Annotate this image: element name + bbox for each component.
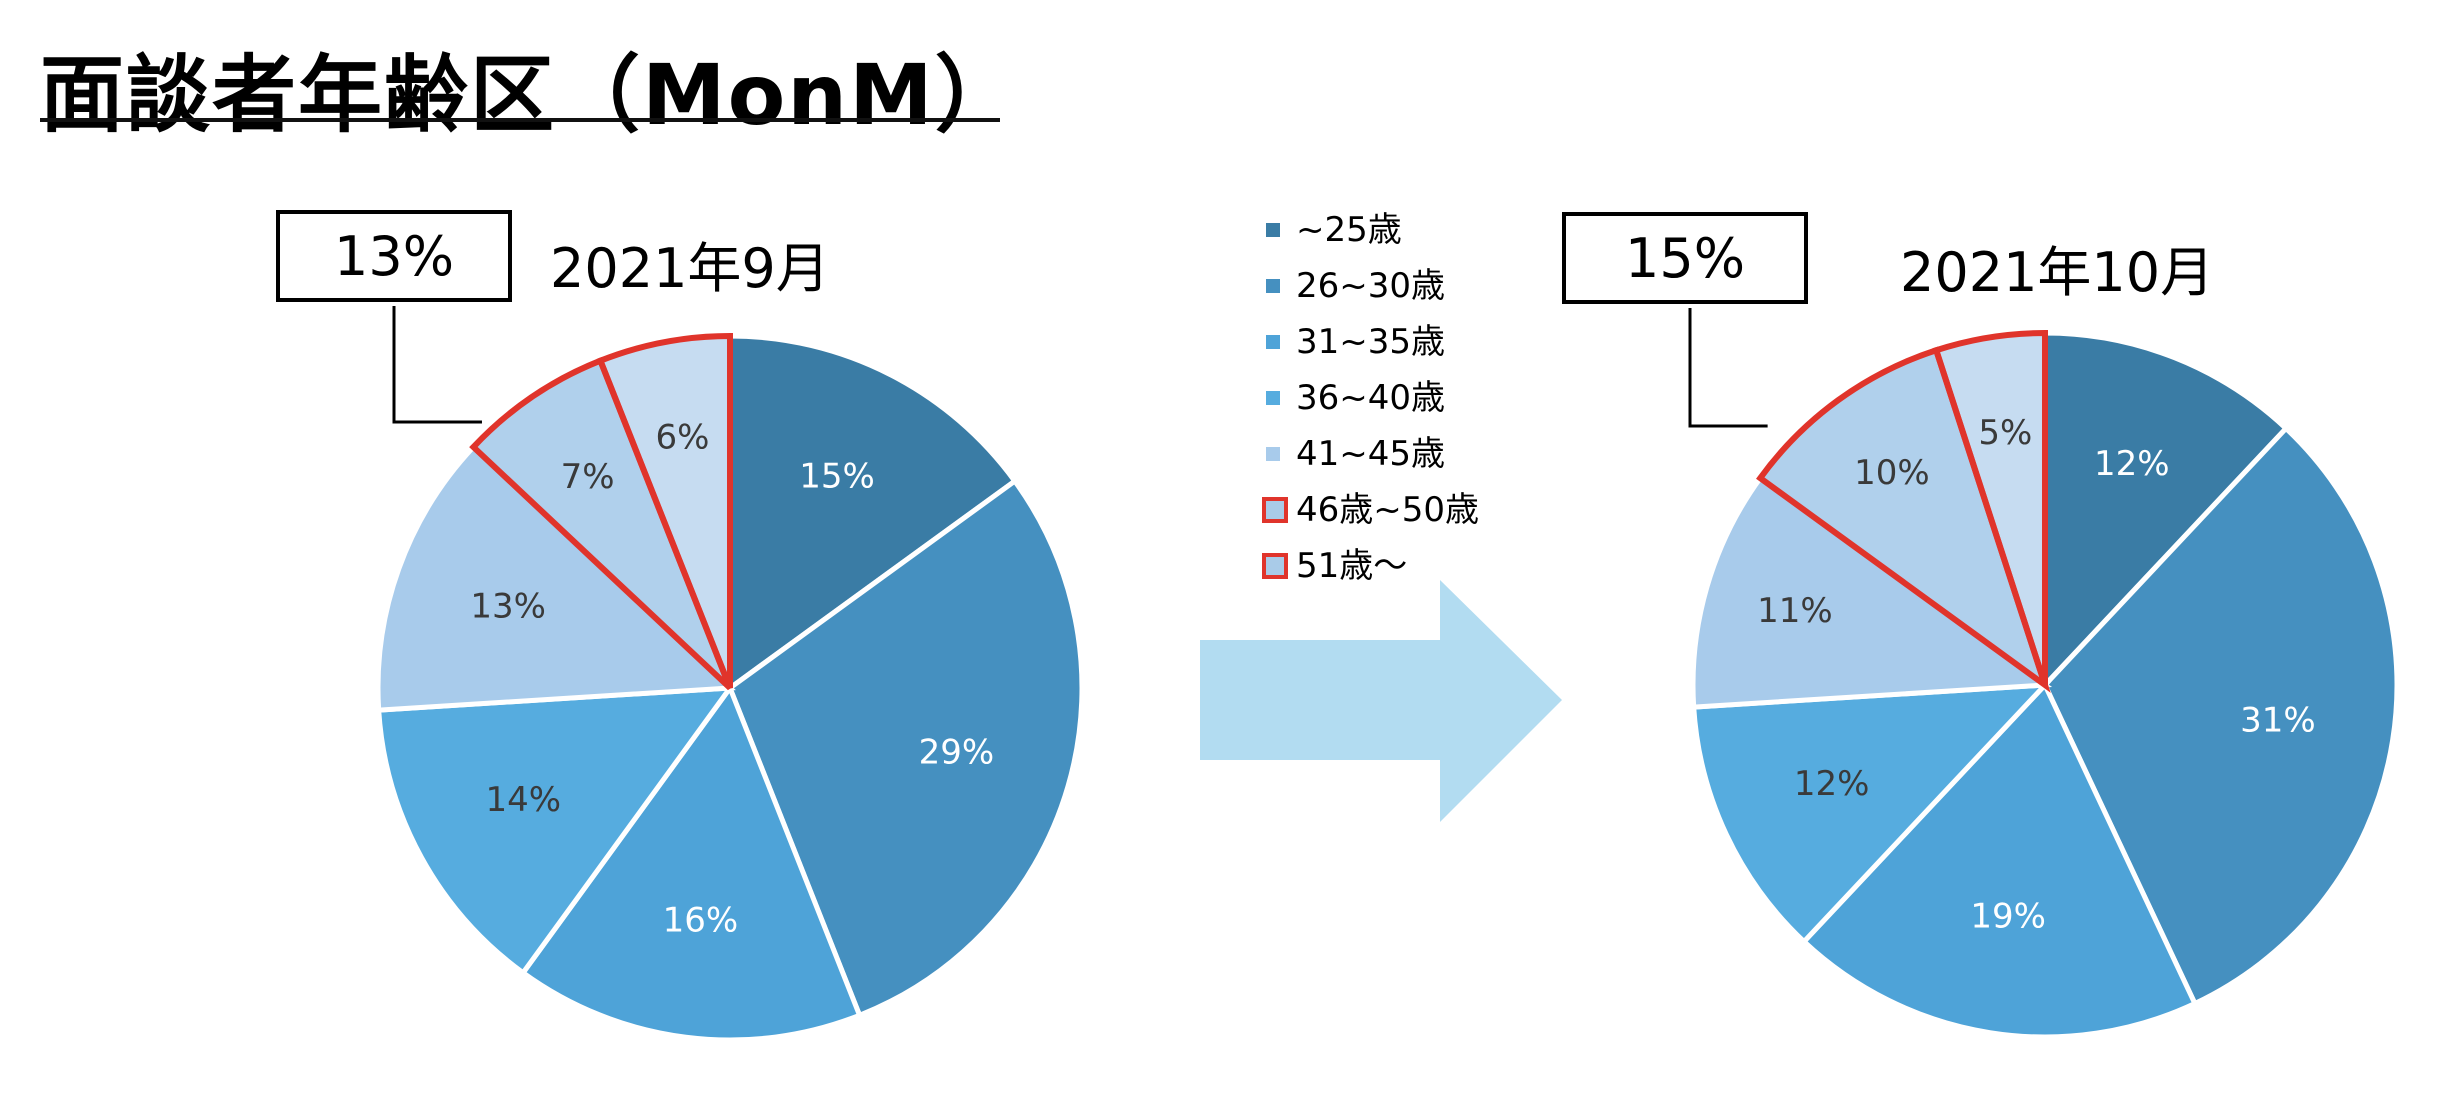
chart-title-oct: 2021年10月: [1900, 241, 2215, 304]
legend-swatch: [1266, 391, 1280, 405]
slice-label: 10%: [1854, 453, 1930, 493]
legend-label: 36~40歳: [1296, 378, 1446, 418]
slice-label: 12%: [2094, 444, 2170, 484]
highlight-outline: [469, 356, 733, 691]
transition-arrow: [1200, 580, 1562, 822]
pie-chart-oct: 12% 31% 19% 12% 11% 10% 5%: [1690, 329, 2400, 1040]
slice-label: 15%: [799, 456, 875, 496]
pie-slice: [376, 685, 736, 977]
legend-swatch: [1262, 553, 1288, 579]
slice-label: 6%: [656, 418, 710, 458]
highlight-outline: [1756, 346, 2051, 693]
slice-label: 29%: [919, 732, 995, 772]
pie-slice: [2042, 424, 2400, 1007]
slice-label: 5%: [1978, 413, 2032, 453]
legend-swatch: [1266, 335, 1280, 349]
callout-box-oct: 15%: [1562, 212, 1808, 304]
legend-label: 46歳~50歳: [1296, 490, 1480, 530]
callout-leader-line: [392, 306, 482, 424]
slice-label: 14%: [486, 780, 562, 820]
legend-swatch: [1266, 447, 1280, 461]
pie-slice: [1690, 474, 2053, 710]
legend-label: 41~45歳: [1296, 434, 1446, 474]
legend-swatch: [1262, 497, 1288, 523]
legend-label: ~25歳: [1296, 210, 1402, 250]
legend-swatch: [1266, 223, 1280, 237]
pie-slice: [2042, 330, 2290, 692]
pie-slice: [726, 477, 1085, 1019]
pie-slice: [1691, 682, 2052, 946]
highlight-outline: [596, 332, 733, 690]
legend-label: 51歳～: [1296, 546, 1408, 586]
callout-box-sep: 13%: [276, 210, 512, 302]
title-underline: [40, 118, 1000, 122]
slice-label: 12%: [1794, 764, 1870, 804]
pie-slice: [375, 443, 736, 713]
slice-label: 19%: [1970, 896, 2046, 936]
pie-slice: [727, 333, 1019, 693]
slice-label: 7%: [561, 457, 615, 497]
pie-chart-sep: 15% 29% 16% 14% 13% 7% 6%: [375, 332, 1085, 1043]
legend-swatch: [1266, 279, 1280, 293]
legend-label: 26~30歳: [1296, 266, 1446, 306]
page-title: 面談者年齢区（MonM）: [40, 46, 1021, 144]
callout-leader-line: [1688, 308, 1768, 428]
slice-label: 16%: [663, 900, 739, 940]
slice-label: 13%: [470, 587, 546, 627]
pie-slice: [1800, 680, 2199, 1040]
slice-label: 31%: [2240, 700, 2316, 740]
pie-slice: [519, 682, 863, 1043]
chart-title-sep: 2021年9月: [550, 237, 830, 300]
slice-label: 11%: [1757, 591, 1833, 631]
legend-label: 31~35歳: [1296, 322, 1446, 362]
highlight-outline: [1932, 329, 2048, 686]
